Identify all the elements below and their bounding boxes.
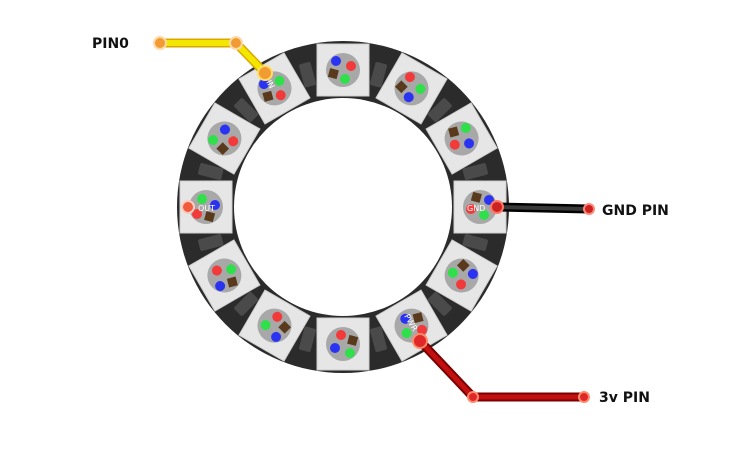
led-dot-red — [404, 72, 415, 83]
led-pixel — [375, 289, 448, 362]
led-disc — [394, 71, 429, 106]
ring-gap-mark — [370, 326, 387, 352]
led-dot-blue — [331, 56, 341, 66]
led-dot-blue — [467, 268, 478, 279]
v3-pin-label: 3v PIN — [599, 390, 650, 406]
led-pixel — [188, 239, 261, 312]
led-pixel — [188, 102, 261, 175]
led-dot-blue — [403, 92, 414, 103]
ring-gap-mark — [198, 163, 224, 180]
gnd-wire-end — [583, 203, 595, 215]
gnd-pad — [490, 200, 504, 214]
led-dot-green — [340, 74, 350, 84]
led-pixel — [425, 102, 498, 175]
ring-gap-mark — [299, 62, 316, 88]
led-dot-red — [449, 139, 460, 150]
pin0-wire-bend — [229, 36, 243, 50]
pin0-label: PIN0 — [92, 36, 129, 52]
led-disc — [207, 121, 242, 156]
led-dot-blue — [330, 343, 340, 353]
led-die — [470, 191, 482, 203]
v3-wire[interactable] — [412, 333, 590, 403]
led-pixel — [238, 289, 311, 362]
v3-wire-bend — [467, 391, 479, 403]
led-die — [226, 276, 238, 288]
neopixel-ring — [177, 41, 509, 373]
v3-wire-end — [578, 391, 590, 403]
ring-board-inner-hole — [234, 98, 452, 316]
gnd-pin-label: GND PIN — [602, 203, 669, 219]
in-pad — [257, 65, 273, 81]
ring-gap-mark — [462, 234, 488, 251]
ring-gap-mark — [234, 98, 258, 122]
led-dot-red — [417, 324, 428, 335]
led-dot-blue — [258, 79, 269, 90]
led-dot-green — [226, 264, 237, 275]
led-dot-red — [272, 311, 283, 322]
led-dot-blue — [464, 138, 475, 149]
led-dot-red — [346, 61, 356, 71]
led-dot-red — [456, 279, 467, 290]
led-pixel — [425, 239, 498, 312]
ring-gap-mark — [370, 62, 387, 88]
led-dot-green — [460, 122, 471, 133]
ring-gap-mark — [428, 98, 452, 122]
led-dot-green — [208, 135, 219, 146]
led-dot-red — [275, 90, 286, 101]
led-pixel — [316, 317, 370, 371]
board-label-in: IN — [264, 79, 276, 91]
led-die — [448, 126, 460, 138]
led-dot-blue — [484, 195, 494, 205]
led-dot-green — [197, 194, 207, 204]
ring-gap-mark — [462, 163, 488, 180]
led-dot-red — [466, 204, 476, 214]
led-pixel — [179, 180, 233, 234]
pin0-wire[interactable] — [153, 36, 273, 81]
led-dot-red — [211, 265, 222, 276]
out-pad — [181, 200, 195, 214]
led-dot-blue — [210, 200, 220, 210]
gnd-wire[interactable] — [490, 200, 595, 215]
led-die — [204, 211, 216, 223]
ring-gap-mark — [198, 234, 224, 251]
led-die — [347, 334, 359, 346]
ring-gap-mark — [428, 292, 452, 316]
led-disc — [257, 308, 292, 343]
led-dot-red — [192, 209, 202, 219]
led-die — [262, 90, 274, 102]
led-dot-red — [336, 330, 346, 340]
led-dot-green — [447, 267, 458, 278]
board-label-out: OUT — [198, 204, 215, 213]
led-dot-blue — [271, 331, 282, 342]
led-dot-red — [228, 136, 239, 147]
led-dot-green — [345, 348, 355, 358]
ring-gap-marks — [198, 62, 488, 352]
ring-gap-mark — [234, 292, 258, 316]
led-dot-green — [260, 320, 271, 331]
board-label-gnd: GND — [467, 204, 485, 213]
led-dot-blue — [219, 124, 230, 135]
led-dot-blue — [215, 281, 226, 292]
led-dot-green — [479, 210, 489, 220]
led-pixel — [316, 43, 370, 97]
led-pixel — [375, 52, 448, 125]
led-dot-green — [401, 328, 412, 339]
pin0-wire-end — [153, 36, 167, 50]
led-dot-green — [274, 75, 285, 86]
led-disc — [444, 258, 479, 293]
led-dot-blue — [400, 313, 411, 324]
led-array — [179, 43, 507, 371]
pwr-pad — [412, 333, 428, 349]
ring-gap-mark — [299, 326, 316, 352]
led-dot-green — [415, 83, 426, 94]
led-die — [412, 312, 424, 324]
led-pixel — [453, 180, 507, 234]
led-die — [327, 68, 339, 80]
